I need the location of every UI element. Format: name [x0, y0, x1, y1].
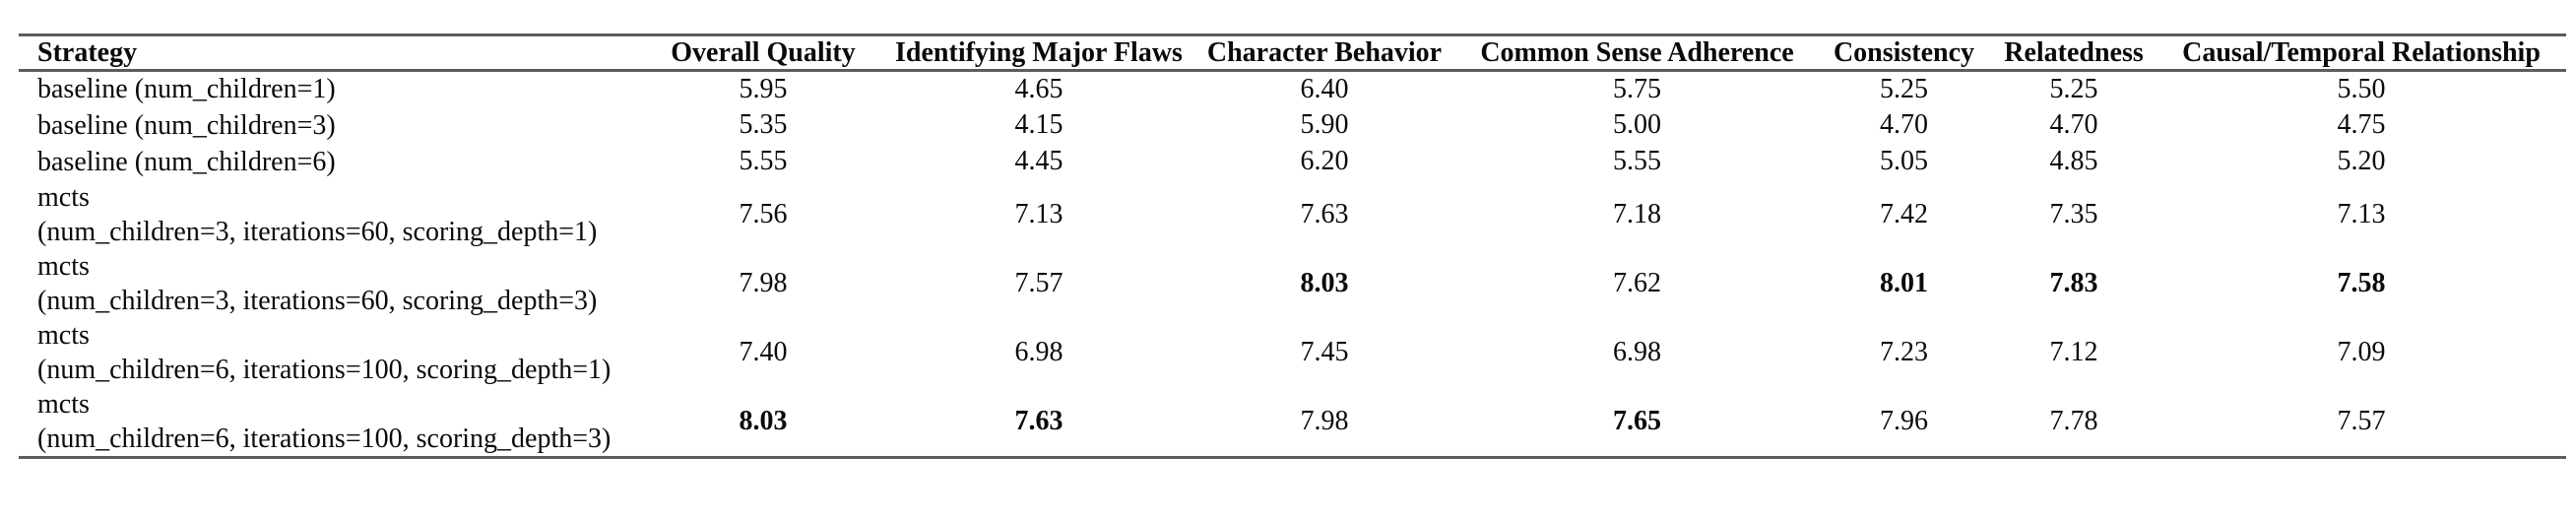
score-cell-causal_temporal_relationship: 7.09: [2337, 336, 2386, 367]
strategy-cell: baseline (num_children=6): [19, 144, 640, 180]
strategy-label-line: (num_children=6, iterations=100, scoring…: [37, 422, 612, 454]
strategy-label-line: baseline (num_children=6): [37, 146, 336, 177]
score-cell-overall_quality: 5.35: [739, 109, 788, 140]
score-cell-causal_temporal_relationship: 7.57: [2337, 405, 2386, 436]
paper-results-table-container: Strategy Overall Quality Identifying Major…: [19, 33, 2566, 459]
score-cell-identifying_major_flaws: 4.65: [1014, 73, 1063, 104]
column-header-overall_quality: Overall Quality: [671, 36, 856, 68]
strategy-cell: mcts (num_children=3, iterations=60, scor…: [19, 180, 640, 249]
score-cell-overall_quality: 7.56: [739, 198, 788, 229]
score-cell-identifying_major_flaws: 6.98: [1014, 336, 1063, 367]
strategy-label-line: (num_children=3, iterations=60, scoring_…: [37, 216, 598, 247]
score-cell-character_behavior: 8.03: [1300, 267, 1349, 298]
table-row: baseline (num_children=3) 5.35 4.15 5.90 5.0…: [19, 107, 2566, 144]
column-header-consistency: Consistency: [1833, 36, 1975, 68]
table-row: mcts (num_children=6, iterations=100, sco…: [19, 318, 2566, 387]
score-cell-common_sense_adherence: 5.00: [1613, 109, 1661, 140]
score-cell-overall_quality: 5.55: [739, 146, 788, 176]
score-cell-character_behavior: 6.20: [1300, 146, 1349, 176]
strategy-label-line: mcts: [37, 388, 90, 420]
score-cell-causal_temporal_relationship: 4.75: [2337, 109, 2386, 140]
score-cell-consistency: 5.05: [1880, 146, 1928, 176]
strategy-label-line: baseline (num_children=1): [37, 74, 336, 105]
score-cell-identifying_major_flaws: 7.63: [1014, 405, 1063, 436]
score-cell-relatedness: 7.78: [2049, 405, 2098, 436]
table-row: mcts (num_children=6, iterations=100, sco…: [19, 387, 2566, 458]
score-cell-causal_temporal_relationship: 5.50: [2337, 73, 2386, 104]
score-cell-consistency: 5.25: [1880, 73, 1928, 104]
score-cell-relatedness: 7.83: [2049, 267, 2098, 298]
score-cell-identifying_major_flaws: 7.57: [1014, 267, 1063, 298]
score-cell-consistency: 8.01: [1880, 267, 1928, 298]
score-cell-relatedness: 5.25: [2049, 73, 2098, 104]
score-cell-identifying_major_flaws: 7.13: [1014, 198, 1063, 229]
strategy-cell: mcts (num_children=3, iterations=60, scor…: [19, 249, 640, 318]
strategy-label-line: (num_children=3, iterations=60, scoring_…: [37, 285, 598, 316]
table-header: Strategy Overall Quality Identifying Major…: [19, 35, 2566, 71]
table-body: baseline (num_children=1) 5.95 4.65 6.40 5.7…: [19, 71, 2566, 458]
score-cell-overall_quality: 8.03: [739, 405, 788, 436]
score-cell-identifying_major_flaws: 4.15: [1014, 109, 1063, 140]
column-header-causal_temporal_relationship: Causal/Temporal Relationship: [2182, 36, 2541, 68]
score-cell-consistency: 4.70: [1880, 109, 1928, 140]
column-header-strategy: Strategy: [37, 36, 138, 68]
score-cell-common_sense_adherence: 5.55: [1613, 146, 1661, 176]
score-cell-character_behavior: 5.90: [1300, 109, 1349, 140]
score-cell-common_sense_adherence: 5.75: [1613, 73, 1661, 104]
column-header-character_behavior: Character Behavior: [1206, 36, 1443, 68]
column-header-relatedness: Relatedness: [2004, 36, 2144, 68]
score-cell-causal_temporal_relationship: 5.20: [2337, 146, 2386, 176]
score-cell-overall_quality: 5.95: [739, 73, 788, 104]
score-cell-causal_temporal_relationship: 7.13: [2337, 198, 2386, 229]
table-row: mcts (num_children=3, iterations=60, scor…: [19, 180, 2566, 249]
strategy-label-line: mcts: [37, 319, 90, 351]
score-cell-relatedness: 4.85: [2049, 146, 2098, 176]
strategy-cell: baseline (num_children=3): [19, 107, 640, 144]
strategy-label-line: baseline (num_children=3): [37, 109, 336, 141]
score-cell-identifying_major_flaws: 4.45: [1014, 146, 1063, 176]
score-cell-character_behavior: 6.40: [1300, 73, 1349, 104]
header-row: Strategy Overall Quality Identifying Major…: [19, 35, 2566, 71]
score-cell-character_behavior: 7.98: [1300, 405, 1349, 436]
score-cell-common_sense_adherence: 7.18: [1613, 198, 1661, 229]
strategy-cell: mcts (num_children=6, iterations=100, sco…: [19, 318, 640, 387]
score-cell-character_behavior: 7.45: [1300, 336, 1349, 367]
score-cell-common_sense_adherence: 7.62: [1613, 267, 1661, 298]
score-cell-consistency: 7.23: [1880, 336, 1928, 367]
column-header-common_sense_adherence: Common Sense Adherence: [1480, 36, 1794, 68]
table-row: baseline (num_children=6) 5.55 4.45 6.20 5.5…: [19, 144, 2566, 180]
score-cell-causal_temporal_relationship: 7.58: [2337, 267, 2386, 298]
strategy-label-line: mcts: [37, 250, 90, 282]
strategy-cell: mcts (num_children=6, iterations=100, sco…: [19, 387, 640, 458]
score-cell-relatedness: 7.12: [2049, 336, 2098, 367]
strategy-label-line: mcts: [37, 181, 90, 213]
strategy-cell: baseline (num_children=1): [19, 71, 640, 107]
strategy-label-line: (num_children=6, iterations=100, scoring…: [37, 354, 612, 385]
score-cell-overall_quality: 7.40: [739, 336, 788, 367]
score-cell-relatedness: 4.70: [2049, 109, 2098, 140]
score-cell-common_sense_adherence: 6.98: [1613, 336, 1661, 367]
score-cell-consistency: 7.96: [1880, 405, 1928, 436]
column-header-identifying_major_flaws: Identifying Major Flaws: [895, 36, 1183, 68]
table-row: mcts (num_children=3, iterations=60, scor…: [19, 249, 2566, 318]
score-cell-consistency: 7.42: [1880, 198, 1928, 229]
score-cell-common_sense_adherence: 7.65: [1613, 405, 1661, 436]
table-row: baseline (num_children=1) 5.95 4.65 6.40 5.7…: [19, 71, 2566, 107]
score-cell-character_behavior: 7.63: [1300, 198, 1349, 229]
score-cell-overall_quality: 7.98: [739, 267, 788, 298]
strategy-evaluation-table: Strategy Overall Quality Identifying Major…: [19, 33, 2566, 459]
score-cell-relatedness: 7.35: [2049, 198, 2098, 229]
